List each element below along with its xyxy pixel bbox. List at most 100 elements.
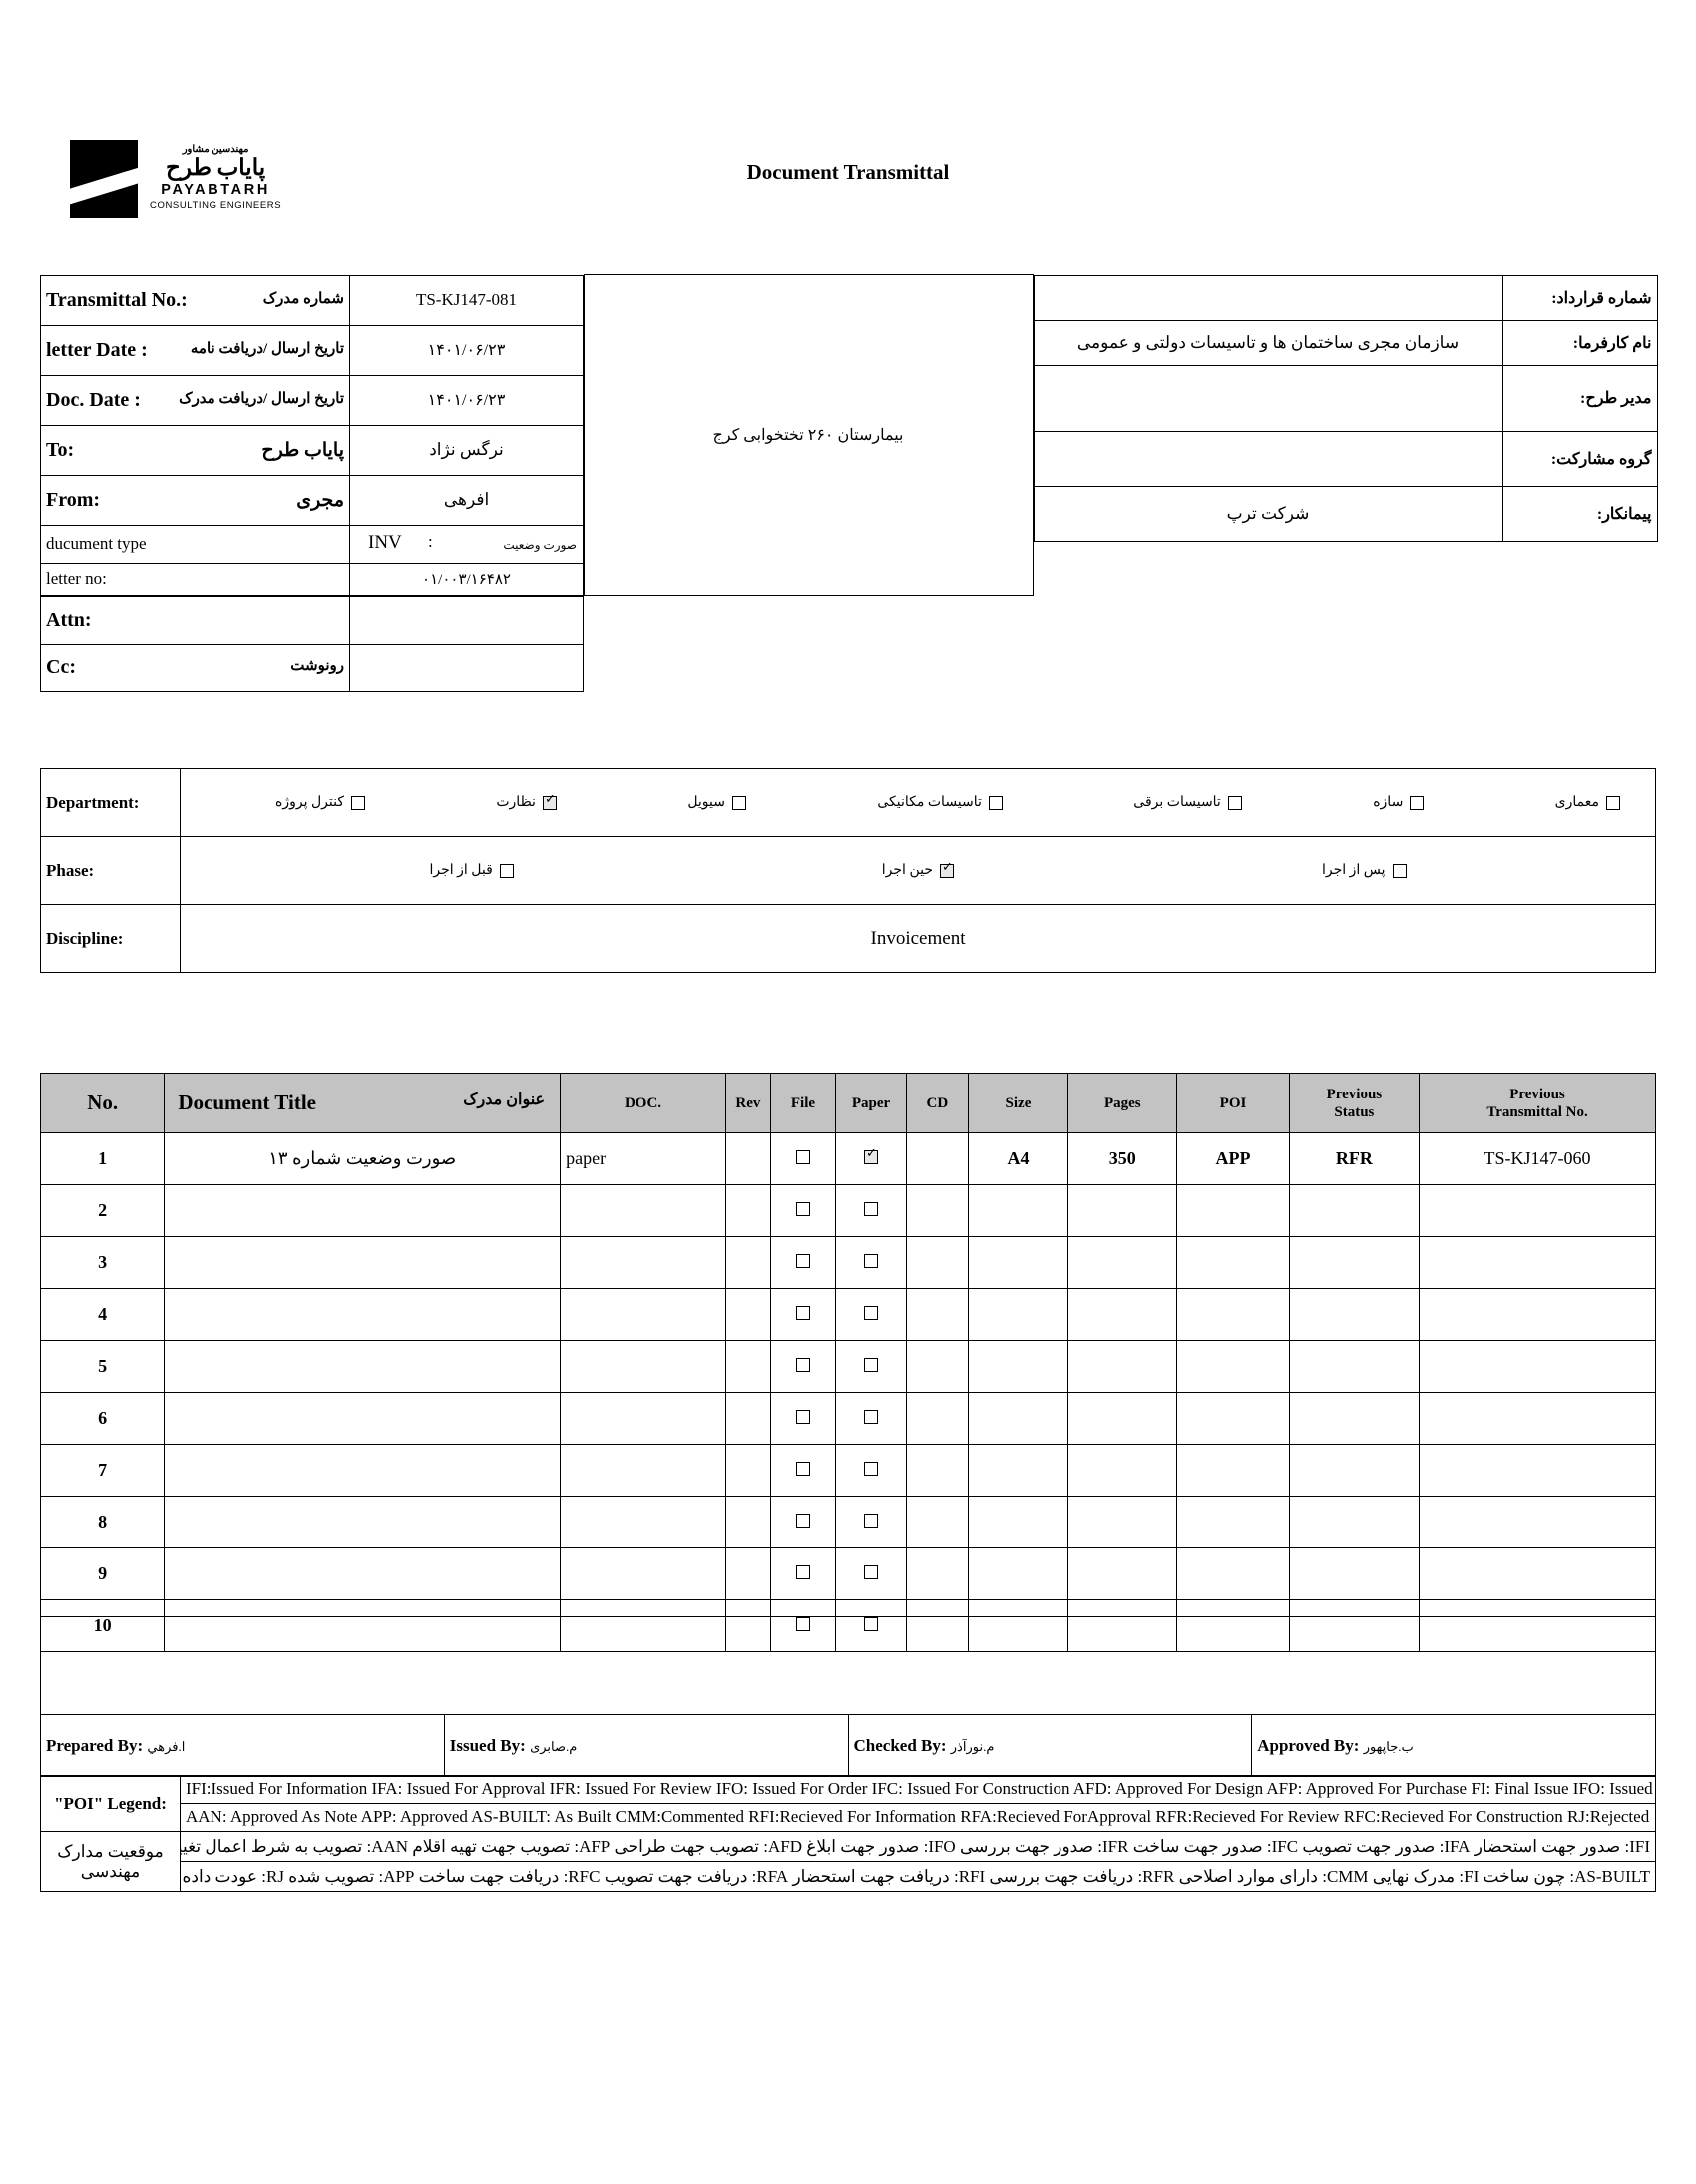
checkbox-paper-row-3-cell[interactable] [835, 1236, 908, 1289]
value-joint-venture[interactable] [1033, 430, 1503, 487]
checkbox-file-row-1-icon[interactable] [795, 1150, 810, 1164]
dept-option-sazeh[interactable]: سازه [1373, 794, 1425, 811]
checkbox-mechanical-icon[interactable] [988, 795, 1003, 810]
cell-cd-6[interactable] [906, 1392, 969, 1445]
checkbox-paper-row-7-cell[interactable] [835, 1444, 908, 1497]
cell-previous-transmittal-6[interactable] [1419, 1392, 1656, 1445]
checkbox-paper-row-9-cell[interactable] [835, 1547, 908, 1600]
cell-no-4[interactable]: 4 [39, 1288, 166, 1341]
cell-no-3[interactable]: 3 [39, 1236, 166, 1289]
checkbox-file-row-9-cell[interactable] [769, 1547, 837, 1600]
cell-doc-3[interactable] [560, 1236, 726, 1289]
cell-pages-9[interactable] [1067, 1547, 1178, 1600]
cell-previous-status-1[interactable]: RFR [1288, 1132, 1421, 1185]
cell-previous-status-8[interactable] [1288, 1496, 1421, 1548]
cell-no-5[interactable]: 5 [39, 1340, 166, 1393]
cell-no-1[interactable]: 1 [39, 1132, 166, 1185]
checkbox-paper-row-6-icon[interactable] [864, 1410, 879, 1424]
value-document-type-cell[interactable]: INV : صورت وضعیت [349, 524, 584, 564]
dept-option-supervision[interactable]: نظارت [496, 793, 557, 811]
checkbox-memari-icon[interactable] [1606, 795, 1620, 810]
checkbox-paper-row-7-icon[interactable] [864, 1462, 879, 1476]
cell-cd-9[interactable] [906, 1547, 969, 1600]
checkbox-file-row-7-icon[interactable] [795, 1462, 810, 1476]
signature-approved-by[interactable]: Approved By: ب.جاپهور [1251, 1714, 1656, 1777]
cell-no-2[interactable]: 2 [39, 1184, 166, 1237]
checkbox-file-row-5-cell[interactable] [769, 1340, 837, 1393]
checkbox-file-row-4-cell[interactable] [769, 1288, 837, 1341]
value-letter-date[interactable]: ۱۴۰۱/۰۶/۲۳ [349, 324, 584, 376]
cell-rev-1[interactable] [724, 1132, 771, 1185]
value-letter-no[interactable]: ۰۱/۰۰۳/۱۶۴۸۲ [349, 562, 584, 596]
cell-poi-4[interactable] [1176, 1288, 1290, 1341]
cell-no-7[interactable]: 7 [39, 1444, 166, 1497]
dept-option-electrical[interactable]: تاسیسات برقی [1133, 794, 1242, 811]
signature-issued-by[interactable]: Issued By: م.صابری [443, 1714, 849, 1777]
cell-size-2[interactable] [967, 1184, 1069, 1237]
notes-area[interactable] [40, 1616, 1656, 1715]
cell-pages-5[interactable] [1067, 1340, 1178, 1393]
cell-previous-transmittal-8[interactable] [1419, 1496, 1656, 1548]
checkbox-paper-row-5-cell[interactable] [835, 1340, 908, 1393]
value-doc-date[interactable]: ۱۴۰۱/۰۶/۲۳ [349, 374, 584, 426]
cell-previous-transmittal-4[interactable] [1419, 1288, 1656, 1341]
cell-title-6[interactable] [164, 1392, 562, 1445]
cell-title-1[interactable]: صورت وضعیت شماره ۱۳ [164, 1132, 562, 1185]
cell-size-5[interactable] [967, 1340, 1069, 1393]
cell-doc-9[interactable] [560, 1547, 726, 1600]
dept-option-civil[interactable]: سیویل [687, 794, 746, 811]
cell-no-6[interactable]: 6 [39, 1392, 166, 1445]
checkbox-during-execution-icon[interactable] [939, 861, 954, 878]
checkbox-file-row-4-icon[interactable] [795, 1306, 810, 1320]
cell-size-6[interactable] [967, 1392, 1069, 1445]
cell-rev-9[interactable] [724, 1547, 771, 1600]
value-transmittal-no[interactable]: TS-KJ147-081 [349, 274, 584, 326]
cell-poi-7[interactable] [1176, 1444, 1290, 1497]
cell-title-4[interactable] [164, 1288, 562, 1341]
cell-size-9[interactable] [967, 1547, 1069, 1600]
checkbox-paper-row-2-cell[interactable] [835, 1184, 908, 1237]
checkbox-paper-row-9-icon[interactable] [864, 1565, 879, 1579]
checkbox-before-execution-icon[interactable] [499, 863, 514, 878]
checkbox-paper-row-4-cell[interactable] [835, 1288, 908, 1341]
cell-title-8[interactable] [164, 1496, 562, 1548]
value-to-company[interactable]: پایاب طرح [261, 439, 344, 461]
cell-size-3[interactable] [967, 1236, 1069, 1289]
cell-previous-transmittal-3[interactable] [1419, 1236, 1656, 1289]
checkbox-paper-row-5-icon[interactable] [864, 1358, 879, 1372]
cell-rev-7[interactable] [724, 1444, 771, 1497]
signature-checked-by-name[interactable]: م.نورآذر [950, 1738, 995, 1754]
value-to-person[interactable]: نرگس نژاد [349, 424, 584, 476]
cell-pages-7[interactable] [1067, 1444, 1178, 1497]
cell-size-4[interactable] [967, 1288, 1069, 1341]
cell-poi-6[interactable] [1176, 1392, 1290, 1445]
cell-cd-5[interactable] [906, 1340, 969, 1393]
cell-cd-4[interactable] [906, 1288, 969, 1341]
checkbox-paper-row-8-cell[interactable] [835, 1496, 908, 1548]
checkbox-electrical-icon[interactable] [1227, 795, 1242, 810]
cell-title-3[interactable] [164, 1236, 562, 1289]
checkbox-civil-icon[interactable] [732, 795, 746, 810]
value-from-company[interactable]: مجری [296, 489, 344, 511]
checkbox-file-row-2-icon[interactable] [795, 1202, 810, 1216]
value-contract-no[interactable] [1033, 274, 1503, 321]
cell-doc-5[interactable] [560, 1340, 726, 1393]
cell-rev-4[interactable] [724, 1288, 771, 1341]
cell-size-7[interactable] [967, 1444, 1069, 1497]
cell-previous-status-3[interactable] [1288, 1236, 1421, 1289]
checkbox-paper-row-6-cell[interactable] [835, 1392, 908, 1445]
cell-previous-transmittal-2[interactable] [1419, 1184, 1656, 1237]
value-document-type[interactable]: INV [368, 531, 402, 553]
cell-no-9[interactable]: 9 [39, 1547, 166, 1600]
checkbox-paper-row-1-cell[interactable] [835, 1132, 908, 1185]
checkbox-file-row-3-cell[interactable] [769, 1236, 837, 1289]
checkbox-sazeh-icon[interactable] [1410, 795, 1425, 810]
cell-rev-5[interactable] [724, 1340, 771, 1393]
cell-cd-1[interactable] [906, 1132, 969, 1185]
checkbox-file-row-5-icon[interactable] [795, 1358, 810, 1372]
value-attn[interactable] [349, 596, 584, 645]
cell-size-1[interactable]: A4 [967, 1132, 1069, 1185]
cell-previous-status-5[interactable] [1288, 1340, 1421, 1393]
cell-title-9[interactable] [164, 1547, 562, 1600]
cell-title-5[interactable] [164, 1340, 562, 1393]
